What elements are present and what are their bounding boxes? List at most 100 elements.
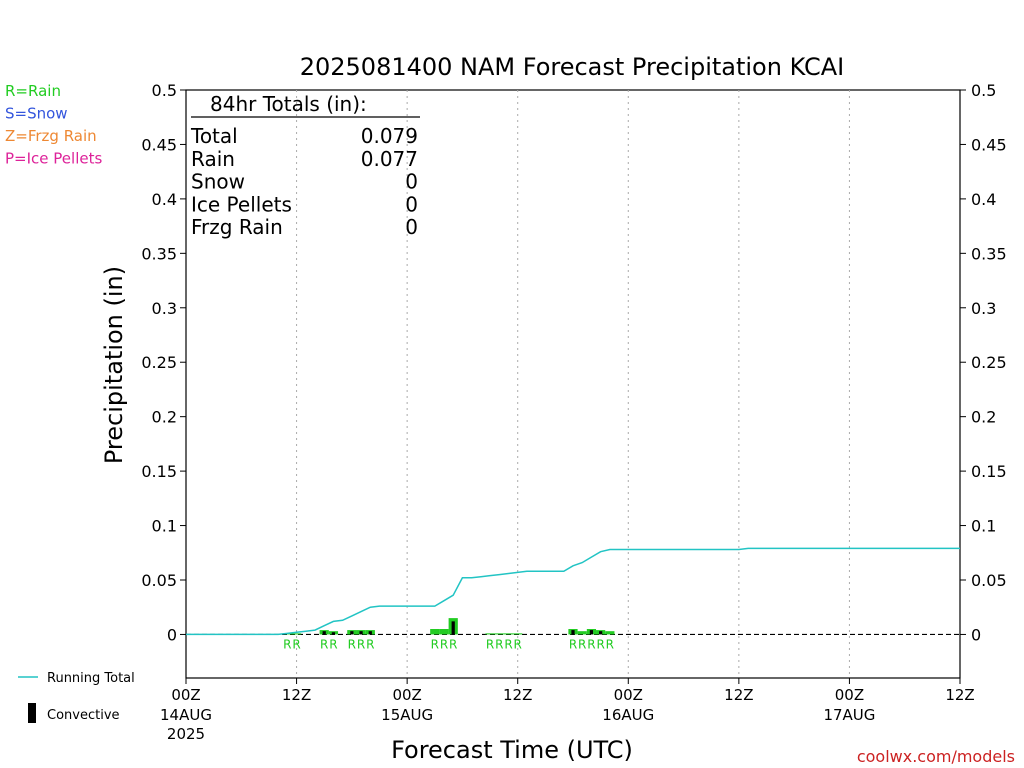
x-tick-label: 12Z	[724, 686, 753, 704]
y-axis-right: 0.5 0.45 0.4 0.35 0.3 0.25 0.2 0.15 0.1 0.05 0	[960, 81, 1007, 644]
rain-marker: R	[283, 637, 291, 651]
x-axis-label: Forecast Time (UTC)	[391, 736, 633, 764]
y-tick-label-right: 0	[971, 625, 981, 644]
chart-title: 2025081400 NAM Forecast Precipitation KC…	[300, 53, 845, 81]
rain-marker: R	[320, 637, 328, 651]
y-tick-label-left: 0.2	[152, 408, 177, 427]
convective-bar	[322, 631, 326, 635]
x-tick-label: 00Z	[835, 686, 864, 704]
rain-marker: R	[329, 637, 337, 651]
y-tick-label-right: 0.25	[971, 353, 1007, 372]
y-tick-label-right: 0.4	[971, 190, 996, 209]
rain-marker: R	[357, 637, 365, 651]
totals-value: 0	[405, 215, 418, 239]
precip-bar	[430, 629, 440, 635]
plot-area	[185, 89, 961, 679]
y-tick-label-left: 0.5	[152, 81, 177, 100]
totals-label: Rain	[191, 147, 235, 171]
totals-label: Total	[190, 124, 238, 148]
x-tick-date: 14AUG	[160, 706, 212, 724]
y-tick-label-left: 0.25	[141, 353, 177, 372]
totals-value: 0.079	[361, 124, 418, 148]
convective-bar	[359, 631, 363, 635]
type-legend-item: S=Snow	[5, 105, 68, 123]
rain-marker: R	[348, 637, 356, 651]
precip-bar	[503, 633, 514, 635]
precip-bar	[605, 631, 615, 635]
rain-marker: R	[431, 637, 439, 651]
running-total-line	[186, 547, 960, 636]
y-tick-label-left: 0	[167, 625, 177, 644]
convective-swatch	[28, 703, 36, 723]
precip-bars	[282, 618, 615, 635]
totals-value: 0.077	[361, 147, 418, 171]
rain-marker: R	[292, 637, 300, 651]
totals-label: Frzg Rain	[191, 215, 283, 239]
precip-bar	[485, 633, 495, 635]
y-tick-label-right: 0.5	[971, 81, 996, 100]
type-legend-item: R=Rain	[5, 82, 61, 100]
y-tick-label-left: 0.4	[152, 190, 177, 209]
y-tick-label-left: 0.3	[152, 299, 177, 318]
convective-bar	[350, 631, 354, 635]
totals-heading: 84hr Totals (in):	[210, 92, 367, 116]
rain-marker: R	[596, 637, 604, 651]
rain-marker: R	[587, 637, 595, 651]
precip-bar	[513, 633, 523, 635]
y-tick-label-left: 0.35	[141, 244, 177, 263]
rain-marker: R	[449, 637, 457, 651]
convective-bar	[451, 621, 455, 635]
y-tick-label-left: 0.1	[152, 517, 177, 536]
rain-marker: R	[606, 637, 614, 651]
x-tick-label: 00Z	[614, 686, 643, 704]
convective-bar	[599, 631, 603, 635]
credit-text: coolwx.com/models	[857, 747, 1015, 766]
y-axis-label: Precipitation (in)	[100, 266, 128, 464]
totals-value: 0	[405, 170, 418, 194]
x-tick-year: 2025	[167, 725, 205, 743]
x-tick-date: 17AUG	[823, 706, 875, 724]
y-tick-label-right: 0.35	[971, 244, 1007, 263]
gridlines	[296, 90, 850, 678]
precip-bar	[291, 633, 302, 635]
type-legend-item: P=Ice Pellets	[5, 150, 102, 168]
convective-bar	[368, 631, 372, 635]
totals-label: Snow	[191, 170, 245, 194]
rain-marker: R	[504, 637, 512, 651]
rain-marker: R	[366, 637, 374, 651]
rain-marker: R	[569, 637, 577, 651]
totals-value: 0	[405, 192, 418, 216]
rain-marker: R	[514, 637, 522, 651]
precip-bar	[494, 633, 504, 635]
y-tick-label-right: 0.2	[971, 408, 996, 427]
y-tick-label-left: 0.15	[141, 462, 177, 481]
x-tick-label: 00Z	[392, 686, 421, 704]
y-tick-label-left: 0.45	[141, 135, 177, 154]
x-tick-date: 15AUG	[381, 706, 433, 724]
convective-bar	[571, 630, 575, 635]
series-legend: Running Total Convective	[18, 671, 135, 723]
y-tick-label-right: 0.45	[971, 135, 1007, 154]
y-tick-label-right: 0.3	[971, 299, 996, 318]
x-tick-date: 16AUG	[602, 706, 654, 724]
totals-label: Ice Pellets	[191, 192, 292, 216]
x-tick-label: 00Z	[171, 686, 200, 704]
rain-marker: R	[440, 637, 448, 651]
y-axis-left: 0.5 0.45 0.4 0.35 0.3 0.25 0.2 0.15 0.1 0.05 0	[141, 81, 186, 644]
precip-type-legend: R=Rain S=Snow Z=Frzg Rain P=Ice Pellets	[5, 82, 102, 168]
convective-bar	[589, 630, 594, 635]
totals-box: 84hr Totals (in): Total 0.079 Rain 0.077 Sno…	[190, 92, 420, 239]
x-tick-label: 12Z	[945, 686, 974, 704]
rain-marker: R	[578, 637, 586, 651]
precip-bar	[577, 631, 587, 635]
rain-marker: R	[486, 637, 494, 651]
y-tick-label-right: 0.05	[971, 571, 1007, 590]
convective-legend-label: Convective	[47, 708, 120, 723]
y-tick-label-right: 0.1	[971, 517, 996, 536]
rain-marker: R	[495, 637, 503, 651]
y-tick-label-left: 0.05	[141, 571, 177, 590]
x-tick-label: 12Z	[282, 686, 311, 704]
type-legend-item: Z=Frzg Rain	[5, 127, 97, 145]
